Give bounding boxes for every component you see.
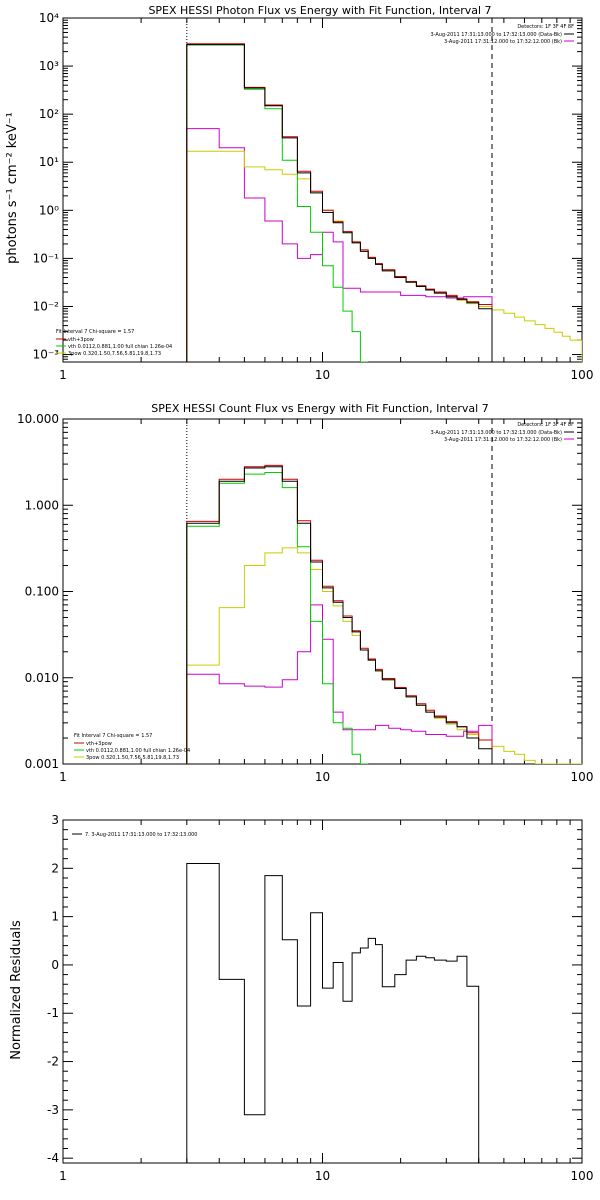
- fit-legend-entry-total: vth+3pow: [68, 337, 94, 343]
- count-flux-y-tick-label: 10.000: [17, 412, 59, 426]
- fit-legend-entry-power-law: 3pow 0.320,1.50,7.56,5.81,19.8,1.73: [68, 351, 161, 357]
- photon-flux-series-background: [186, 128, 493, 362]
- photon-flux-y-tick-label: 10⁻¹: [33, 251, 60, 265]
- fit-legend-entry-power-law: 3pow 0.320,1.50,7.56,5.81,19.8,1.73: [86, 755, 179, 761]
- residuals-y-tick-label: 0: [51, 958, 59, 972]
- count-flux-plot-area: [62, 418, 583, 765]
- count-flux-x-tick-label: 1: [59, 770, 67, 784]
- photon-flux-series-data: [186, 44, 493, 362]
- photon-flux-fit-legend: Fit Interval 7 Chi-square = 1.57 vth+3po…: [56, 329, 172, 357]
- count-flux-series-thermal: [186, 472, 369, 764]
- residuals-y-tick-label: -3: [47, 1103, 59, 1117]
- residuals-y-axis-label: Normalized Residuals: [9, 920, 24, 1060]
- fit-legend-entry-total: vth+3pow: [86, 741, 112, 747]
- photon-flux-y-tick-label: 10⁰: [39, 203, 59, 217]
- count-flux-panel: SPEX HESSI Count Flux vs Energy with Fit…: [17, 402, 593, 784]
- photon-flux-y-tick-label: 10³: [39, 59, 59, 73]
- count-flux-series-data: [186, 466, 493, 764]
- header-legend-entry-background: 3-Aug-2011 17:31:12.000 to 17:32:12.000 …: [444, 437, 562, 443]
- header-legend-heading: Detectors: 1F 3F 4F 8F: [517, 24, 574, 30]
- count-flux-y-tick-label: 0.010: [25, 671, 59, 685]
- residuals-y-tick-label: -1: [47, 1006, 59, 1020]
- residuals-y-ticks: [63, 819, 582, 1159]
- photon-flux-x-tick-label: 100: [571, 368, 594, 382]
- count-flux-y-tick-label: 1.000: [25, 498, 59, 512]
- photon-flux-y-tick-label: 10⁻²: [33, 299, 60, 313]
- count-flux-x-tick-label: 10: [315, 770, 330, 784]
- residuals-y-tick-label: 1: [51, 910, 59, 924]
- photon-flux-x-tick-labels: 1 10 100: [59, 368, 593, 382]
- residuals-x-tick-label: 1: [59, 1169, 67, 1183]
- photon-flux-y-tick-label: 10⁴: [39, 11, 59, 25]
- residuals-y-tick-label: 2: [51, 861, 59, 875]
- photon-flux-series-thermal: [186, 44, 369, 362]
- photon-flux-x-tick-label: 1: [59, 368, 67, 382]
- photon-flux-header-legend: Detectors: 1F 3F 4F 8F 3-Aug-2011 17:31:…: [430, 24, 574, 45]
- fit-legend-entry-thermal: vth 0.0112,0.881,1.00 full chian 1.26e-0…: [86, 748, 190, 754]
- residuals-panel: Normalized Residuals -4 -3 -2 -1 0 1 2 3 1 10 100…: [9, 813, 593, 1183]
- header-legend-entry-data: 3-Aug-2011 17:31:13.000 to 17:32:13.000 …: [430, 430, 562, 436]
- fit-legend-heading: Fit Interval 7 Chi-square = 1.57: [74, 733, 152, 739]
- residuals-x-tick-label: 10: [315, 1169, 330, 1183]
- residuals-y-tick-labels: -4 -3 -2 -1 0 1 2 3: [47, 813, 59, 1165]
- count-flux-y-tick-labels: 0.001 0.010 0.100 1.000 10.000: [17, 412, 59, 771]
- fit-legend-heading: Fit Interval 7 Chi-square = 1.57: [56, 329, 134, 335]
- residuals-legend: 7. 3-Aug-2011 17:31:13.000 to 17:32:13.0…: [72, 832, 198, 838]
- photon-flux-x-ticks: [62, 18, 571, 362]
- residuals-x-tick-label: 100: [571, 1169, 594, 1183]
- photon-flux-y-tick-label: 10²: [39, 107, 59, 121]
- header-legend-heading: Detectors: 1F 3F 4F 8F: [517, 422, 574, 428]
- photon-flux-y-tick-label: 10⁻³: [33, 348, 60, 362]
- count-flux-x-tick-labels: 1 10 100: [59, 770, 593, 784]
- photon-flux-y-tick-label: 10¹: [39, 155, 59, 169]
- photon-flux-series-fit-total: [186, 43, 493, 362]
- photon-flux-panel: SPEX HESSI Photon Flux vs Energy with Fi…: [5, 4, 593, 382]
- count-flux-y-tick-label: 0.100: [25, 585, 59, 599]
- count-flux-fit-legend: Fit Interval 7 Chi-square = 1.57 vth+3po…: [74, 733, 190, 761]
- count-flux-x-ticks: [62, 419, 571, 764]
- residuals-axes-frame: [62, 819, 583, 1164]
- photon-flux-y-axis-label: photons s⁻¹ cm⁻² keV⁻¹: [5, 112, 20, 264]
- residuals-y-tick-label: -4: [47, 1151, 59, 1165]
- count-flux-series-power-law: [186, 547, 582, 764]
- residuals-x-ticks: [62, 820, 571, 1163]
- residuals-plot-area: [62, 819, 583, 1164]
- residuals-y-tick-label: 3: [51, 813, 59, 827]
- count-flux-series-background: [186, 604, 493, 764]
- count-flux-header-legend: Detectors: 1F 3F 4F 8F 3-Aug-2011 17:31:…: [430, 422, 574, 443]
- photon-flux-y-ticks: [63, 17, 582, 363]
- count-flux-x-tick-label: 100: [571, 770, 594, 784]
- photon-flux-plot-area: [62, 17, 583, 363]
- header-legend-entry-background: 3-Aug-2011 17:31:12.000 to 17:32:12.000 …: [444, 39, 562, 45]
- residuals-legend-entry: 7. 3-Aug-2011 17:31:13.000 to 17:32:13.0…: [85, 832, 198, 838]
- header-legend-entry-data: 3-Aug-2011 17:31:13.000 to 17:32:13.000 …: [430, 32, 562, 38]
- count-flux-title: SPEX HESSI Count Flux vs Energy with Fit…: [151, 402, 488, 415]
- residuals-series-residuals: [186, 863, 480, 1163]
- photon-flux-x-tick-label: 10: [315, 368, 330, 382]
- count-flux-y-tick-label: 0.001: [25, 757, 59, 771]
- residuals-y-tick-label: -2: [47, 1055, 59, 1069]
- photon-flux-title: SPEX HESSI Photon Flux vs Energy with Fi…: [148, 4, 491, 17]
- count-flux-y-ticks: [63, 418, 582, 765]
- photon-flux-series-power-law: [186, 150, 582, 362]
- fit-legend-entry-thermal: vth 0.0112,0.881,1.00 full chian 1.26e-0…: [68, 344, 172, 350]
- residuals-x-tick-labels: 1 10 100: [59, 1169, 593, 1183]
- photon-flux-y-tick-labels: 10⁻³ 10⁻² 10⁻¹ 10⁰ 10¹ 10² 10³ 10⁴: [33, 11, 60, 362]
